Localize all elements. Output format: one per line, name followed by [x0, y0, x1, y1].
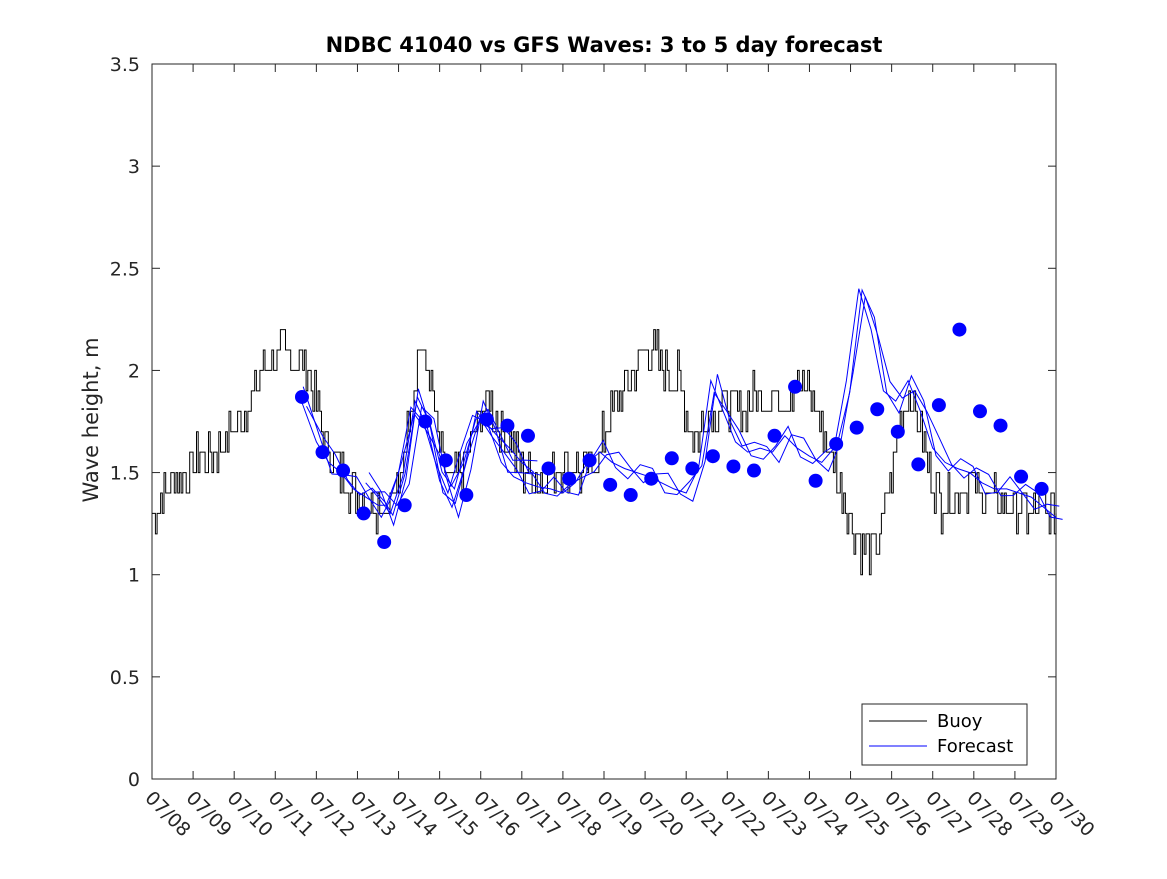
forecast-marker [829, 436, 844, 451]
forecast-marker [623, 488, 638, 503]
legend-label-buoy: Buoy [937, 711, 983, 732]
forecast-marker [582, 453, 597, 468]
y-tick-label: 0.5 [110, 667, 140, 689]
forecast-marker [685, 461, 700, 476]
forecast-marker [418, 414, 433, 429]
forecast-marker [890, 424, 905, 439]
forecast-marker [315, 445, 330, 460]
forecast-marker [664, 451, 679, 466]
forecast-marker [377, 535, 392, 550]
forecast-marker [788, 379, 803, 394]
forecast-marker [1034, 481, 1049, 496]
forecast-marker [459, 488, 474, 503]
y-tick-label: 1 [128, 565, 140, 587]
y-tick-label: 3.5 [110, 54, 140, 76]
forecast-marker [500, 418, 515, 433]
forecast-marker [952, 322, 967, 337]
forecast-marker [438, 453, 453, 468]
forecast-marker [972, 404, 987, 419]
forecast-marker [336, 463, 351, 478]
y-tick-label: 1.5 [110, 463, 140, 485]
forecast-marker [520, 428, 535, 443]
forecast-marker [993, 418, 1008, 433]
forecast-marker [705, 449, 720, 464]
forecast-marker [767, 428, 782, 443]
forecast-marker [541, 461, 556, 476]
legend-box [861, 703, 1028, 766]
y-tick-label: 2 [128, 360, 140, 382]
forecast-marker [746, 463, 761, 478]
forecast-marker [1014, 469, 1029, 484]
chart-title: NDBC 41040 vs GFS Waves: 3 to 5 day fore… [326, 33, 883, 57]
forecast-marker [726, 459, 741, 474]
forecast-marker [644, 471, 659, 486]
forecast-marker [479, 412, 494, 427]
y-axis-label: Wave height, m [79, 337, 103, 502]
forecast-run-echo [372, 296, 1063, 520]
forecast-marker [849, 420, 864, 435]
forecast-marker [356, 506, 371, 521]
y-tick-label: 3 [128, 156, 140, 178]
forecast-marker [562, 471, 577, 486]
y-tick-label: 2.5 [110, 258, 140, 280]
forecast-marker [870, 402, 885, 417]
forecast-marker [931, 398, 946, 413]
forecast-marker [911, 457, 926, 472]
forecast-marker [397, 498, 412, 513]
y-tick-label: 0 [128, 769, 140, 791]
forecast-marker [808, 473, 823, 488]
forecast-marker [603, 477, 618, 492]
legend-label-forecast: Forecast [937, 736, 1013, 757]
legend: Buoy Forecast [861, 703, 1028, 766]
forecast-marker [294, 389, 309, 404]
